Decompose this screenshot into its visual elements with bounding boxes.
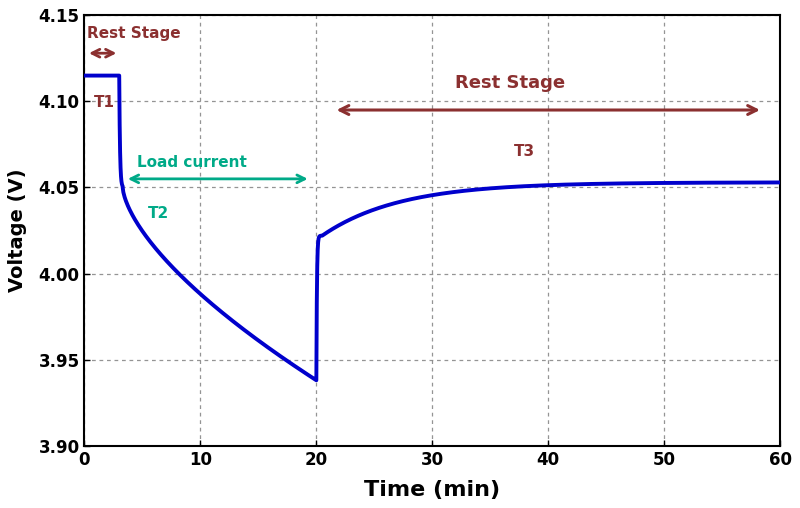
Y-axis label: Voltage (V): Voltage (V) (8, 169, 27, 292)
X-axis label: Time (min): Time (min) (364, 480, 500, 500)
Text: Rest Stage: Rest Stage (86, 26, 180, 41)
Text: T1: T1 (94, 94, 114, 110)
Text: Load current: Load current (137, 155, 246, 170)
Text: Rest Stage: Rest Stage (455, 74, 566, 91)
Text: T3: T3 (514, 144, 534, 160)
Text: T2: T2 (148, 206, 170, 221)
